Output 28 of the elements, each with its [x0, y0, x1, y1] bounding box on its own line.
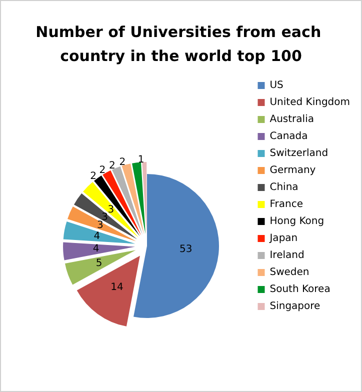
data-label: 4 [94, 230, 100, 242]
legend-label: South Korea [270, 284, 330, 295]
legend-label: Japan [268, 233, 298, 244]
legend-label: Sweden [270, 267, 310, 278]
data-label: 14 [110, 282, 124, 293]
legend-label: Switzerland [270, 148, 328, 159]
legend-label: Canada [270, 131, 308, 142]
legend-label: United Kingdom [270, 97, 350, 108]
data-label: 4 [92, 244, 100, 255]
chart-title: Number of Universities from each country in the world top 100 [36, 23, 326, 65]
legend-label: Australia [270, 114, 314, 125]
data-label: 3 [97, 220, 104, 232]
data-label: 2 [90, 170, 96, 182]
legend-label: US [270, 80, 284, 91]
data-label: 2 [99, 165, 106, 176]
legend-label: Ireland [270, 250, 304, 261]
legend-label: France [270, 199, 303, 210]
legend-label: Hong Kong [270, 216, 324, 227]
data-label: 1 [138, 154, 144, 166]
data-label: 3 [102, 212, 108, 223]
legend-label: Germany [270, 165, 316, 176]
data-label: 2 [119, 157, 126, 168]
data-label: 2 [108, 160, 116, 172]
data-label: 3 [108, 204, 114, 216]
data-label: 5 [96, 258, 102, 269]
legend-label: China [270, 182, 298, 193]
data-label: 53 [179, 244, 192, 256]
legend-label: Singapore [270, 301, 320, 312]
